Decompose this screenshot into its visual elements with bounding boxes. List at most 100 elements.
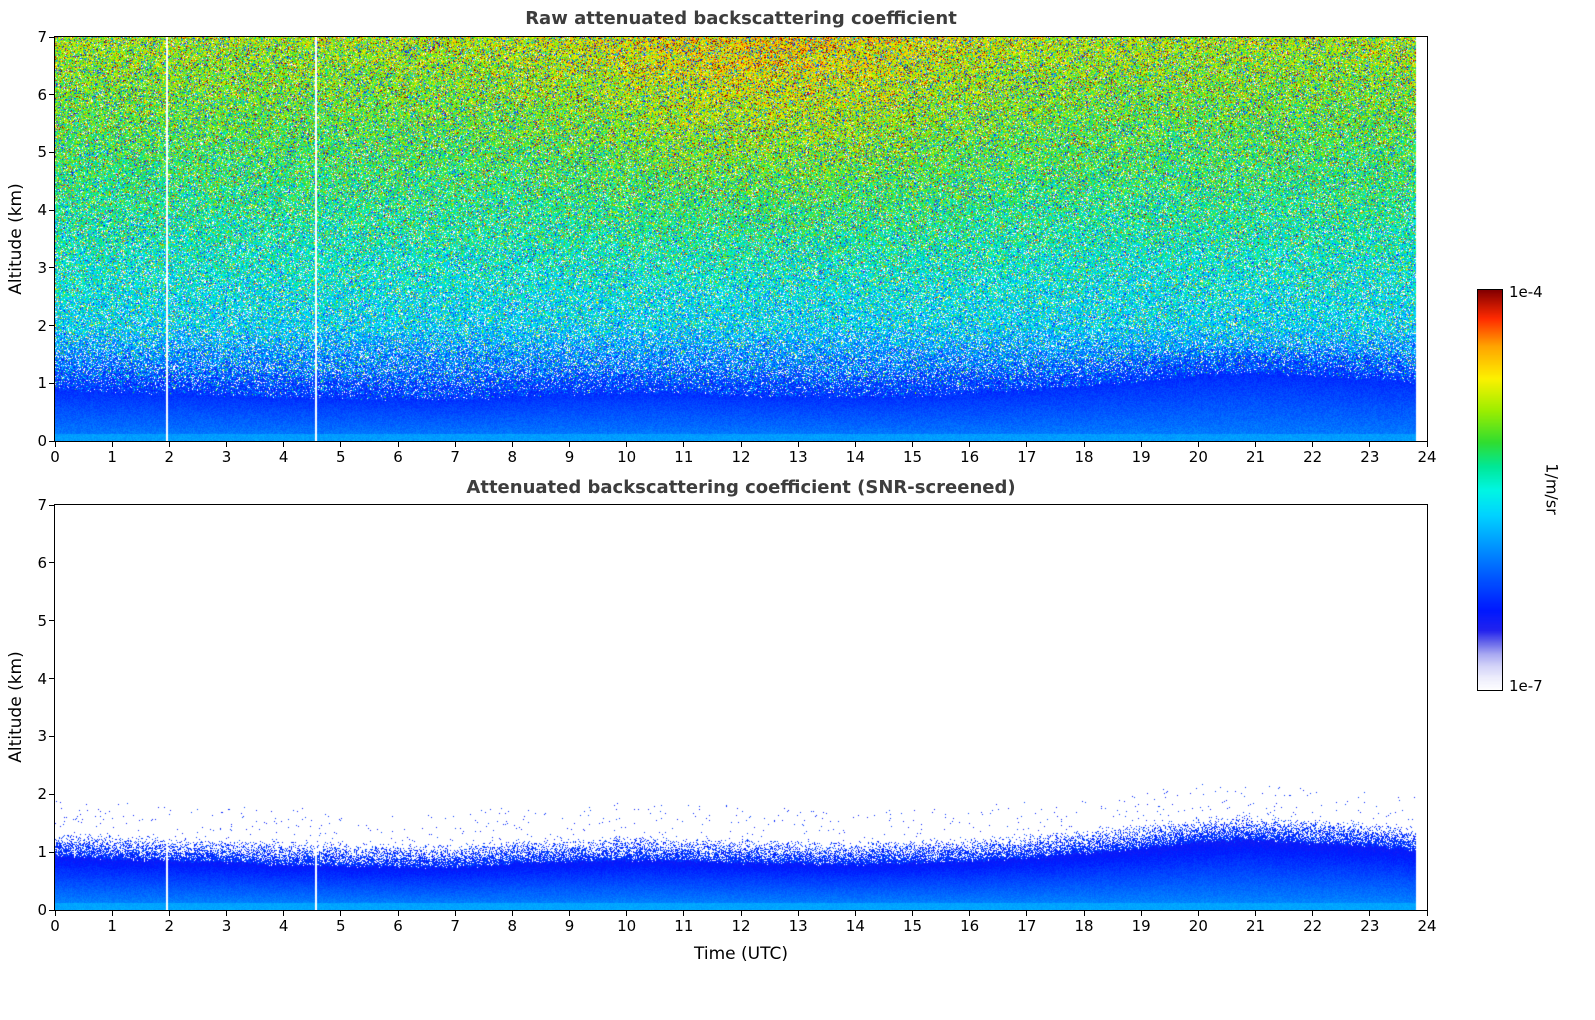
x-tick-label: 12 [731, 448, 751, 466]
x-tick-label: 15 [902, 448, 923, 466]
x-tick-mark [1369, 441, 1371, 447]
y-tick-label: 4 [37, 201, 47, 220]
x-tick-label: 20 [1188, 917, 1208, 935]
x-tick-mark [969, 441, 971, 447]
x-tick-label: 13 [788, 917, 808, 935]
x-tick-mark [569, 910, 570, 916]
x-tick-label: 7 [450, 448, 460, 466]
x-tick-label: 21 [1245, 917, 1266, 935]
x-tick-mark [283, 910, 285, 916]
x-tick-mark [626, 910, 628, 916]
x-tick-label: 10 [617, 917, 637, 935]
x-tick-mark [1026, 441, 1028, 447]
x-tick-label: 2 [164, 448, 175, 466]
y-tick-mark [49, 909, 55, 911]
x-tick-mark [397, 910, 399, 916]
x-tick-mark [340, 441, 342, 447]
x-tick-label: 16 [960, 917, 980, 935]
x-tick-mark [283, 441, 285, 447]
x-tick-mark [1255, 441, 1256, 447]
x-tick-mark [168, 441, 170, 447]
x-tick-label: 5 [336, 448, 346, 466]
x-tick-mark [1083, 441, 1085, 447]
x-tick-mark [511, 910, 513, 916]
x-tick-label: 19 [1131, 448, 1151, 466]
x-tick-label: 3 [221, 448, 232, 466]
y-tick-label: 7 [37, 496, 47, 514]
x-tick-label: 19 [1131, 917, 1151, 935]
x-tick-mark [1026, 910, 1028, 916]
y-tick-label: 3 [37, 727, 47, 746]
x-tick-mark [797, 441, 799, 447]
y-tick-mark [49, 504, 55, 506]
raw-y-axis-label: Altitude (km) [6, 183, 26, 295]
x-tick-mark [226, 910, 227, 916]
y-tick-mark [49, 325, 55, 327]
x-tick-mark [797, 910, 799, 916]
x-tick-label: 2 [164, 917, 175, 935]
x-tick-label: 16 [960, 448, 980, 466]
x-tick-mark [740, 910, 742, 916]
x-tick-label: 20 [1188, 448, 1208, 466]
x-tick-label: 0 [50, 448, 60, 466]
x-tick-mark [1083, 910, 1085, 916]
y-tick-mark [49, 36, 55, 38]
x-tick-label: 14 [845, 917, 865, 935]
screened-panel-title: Attenuated backscattering coefficient (S… [466, 477, 1016, 498]
colorbar-min-label: 1e-7 [1509, 677, 1543, 695]
x-tick-mark [454, 910, 456, 916]
x-tick-label: 21 [1245, 448, 1266, 466]
x-tick-label: 18 [1074, 448, 1094, 466]
x-tick-mark [54, 441, 56, 447]
y-tick-mark [49, 793, 55, 795]
x-tick-mark [340, 910, 342, 916]
x-tick-mark [1426, 441, 1428, 447]
x-tick-mark [626, 441, 628, 447]
screened-heatmap [55, 505, 1427, 910]
colorbar [1478, 290, 1502, 690]
x-tick-mark [854, 910, 856, 916]
y-tick-mark [49, 267, 55, 269]
y-tick-label: 3 [37, 258, 47, 277]
screened-y-axis-label: Altitude (km) [6, 651, 26, 763]
x-tick-label: 1 [107, 917, 117, 935]
x-tick-label: 15 [902, 917, 923, 935]
y-tick-mark [49, 94, 55, 96]
x-tick-mark [1140, 441, 1142, 447]
y-tick-mark [49, 151, 55, 153]
x-tick-mark [1369, 910, 1371, 916]
x-tick-label: 11 [674, 917, 694, 935]
x-tick-label: 12 [731, 917, 751, 935]
y-tick-label: 0 [37, 432, 47, 450]
colorbar-max-label: 1e-4 [1509, 283, 1543, 301]
x-tick-mark [1255, 910, 1256, 916]
raw-panel-title: Raw attenuated backscattering coefficien… [525, 8, 957, 29]
x-tick-label: 18 [1074, 917, 1094, 935]
x-tick-mark [1197, 441, 1199, 447]
y-tick-mark [49, 851, 55, 853]
x-tick-mark [454, 441, 456, 447]
x-tick-label: 22 [1303, 917, 1323, 935]
x-tick-label: 24 [1417, 917, 1437, 935]
x-tick-mark [1140, 910, 1142, 916]
x-tick-mark [1312, 441, 1314, 447]
y-tick-label: 5 [37, 611, 47, 630]
x-tick-label: 17 [1017, 917, 1037, 935]
x-tick-label: 8 [507, 917, 518, 935]
x-tick-label: 22 [1303, 448, 1323, 466]
x-tick-label: 4 [278, 448, 289, 466]
x-tick-label: 5 [336, 917, 346, 935]
x-tick-mark [969, 910, 971, 916]
colorbar-unit-label: 1/m/sr [1542, 463, 1562, 515]
x-tick-mark [54, 910, 56, 916]
y-tick-label: 5 [37, 143, 47, 162]
x-tick-label: 13 [788, 448, 808, 466]
x-tick-label: 8 [507, 448, 518, 466]
y-tick-mark [49, 382, 55, 384]
x-tick-mark [1197, 910, 1199, 916]
y-tick-label: 2 [37, 785, 47, 804]
x-tick-mark [569, 441, 570, 447]
y-tick-label: 0 [37, 901, 47, 919]
y-tick-label: 1 [37, 843, 47, 862]
